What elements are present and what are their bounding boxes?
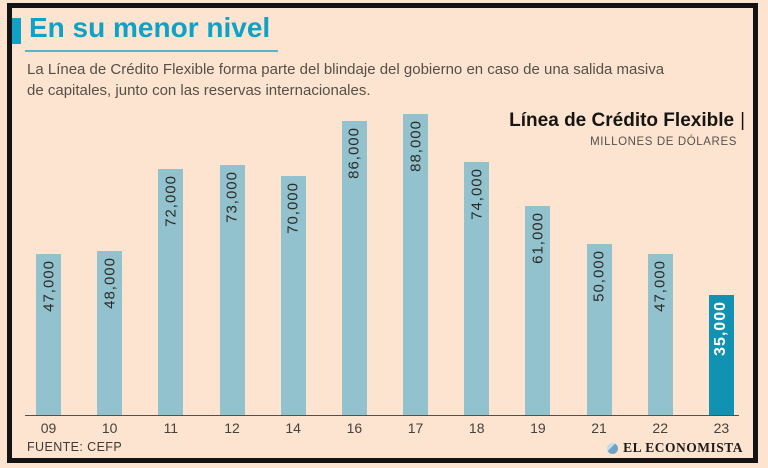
chart-description: La Línea de Crédito Flexible forma parte… xyxy=(27,59,664,101)
bar-value-label: 50,000 xyxy=(590,250,608,302)
bar-value-label: 70,000 xyxy=(284,182,302,234)
bar-value-label: 73,000 xyxy=(223,171,241,223)
bar: 48,000 xyxy=(97,251,123,415)
bar: 72,000 xyxy=(158,169,184,415)
x-axis-label: 18 xyxy=(468,420,485,436)
bar: 74,000 xyxy=(464,162,490,415)
x-axis-label: 10 xyxy=(101,420,118,436)
globe-circle-icon xyxy=(607,442,619,454)
bar: 88,000 xyxy=(403,114,429,415)
x-axis-label: 19 xyxy=(530,420,546,436)
x-axis-label: 16 xyxy=(346,420,363,436)
title-underline xyxy=(25,50,278,52)
x-axis-line xyxy=(25,415,739,416)
x-axis-label: 17 xyxy=(407,420,424,436)
bar: 35,000 xyxy=(708,295,734,415)
bar-value-label: 47,000 xyxy=(651,260,669,312)
bar-value-label: 74,000 xyxy=(468,168,486,220)
title-bullet-square xyxy=(12,18,21,44)
x-axis-label: 21 xyxy=(591,420,607,436)
chart-header: Línea de Crédito Flexible | MILLONES DE D… xyxy=(509,110,745,148)
bar: 70,000 xyxy=(280,176,306,415)
x-axis-label: 23 xyxy=(713,420,730,436)
chart-title-line: Línea de Crédito Flexible | xyxy=(509,110,745,132)
bar-value-label: 86,000 xyxy=(345,127,363,179)
bar: 47,000 xyxy=(647,254,673,415)
bar-value-label: 48,000 xyxy=(101,257,119,309)
x-axis-label: 09 xyxy=(40,420,57,436)
brand-logo: EL ECONOMISTA xyxy=(607,440,743,456)
x-axis-label: 22 xyxy=(652,420,668,436)
x-axis-label: 11 xyxy=(163,420,179,436)
chart-title: Línea de Crédito Flexible xyxy=(509,110,735,131)
chart-units-label: MILLONES DE DÓLARES xyxy=(590,136,737,148)
brand-name: EL ECONOMISTA xyxy=(623,440,743,455)
description-line-2: de capitales, junto con las reservas int… xyxy=(27,82,371,99)
bar: 73,000 xyxy=(219,165,245,415)
bar-value-label: 47,000 xyxy=(40,260,57,312)
bar-value-label: 35,000 xyxy=(712,301,730,356)
bar: 50,000 xyxy=(586,244,612,415)
bar: 86,000 xyxy=(341,121,367,415)
source-note: FUENTE: CEFP xyxy=(27,440,123,454)
bar-value-label: 61,000 xyxy=(529,212,547,264)
description-line-1: La Línea de Crédito Flexible forma parte… xyxy=(27,61,665,78)
bar: 47,000 xyxy=(36,254,61,415)
page-title: En su menor nivel xyxy=(29,12,271,43)
bar: 61,000 xyxy=(525,206,551,415)
x-axis-label: 14 xyxy=(285,420,301,436)
bar-value-label: 88,000 xyxy=(407,120,425,172)
chart-title-separator: | xyxy=(740,110,745,131)
x-axis-label: 12 xyxy=(224,420,240,436)
x-axis-labels: 09 10 11 12 14 16 17 18 19 21 22 23 xyxy=(36,420,734,436)
bar-value-label: 72,000 xyxy=(162,175,180,227)
bar-chart: 47,000 48,000 72,000 73,000 70,000 86,000 88,0… xyxy=(36,114,734,415)
